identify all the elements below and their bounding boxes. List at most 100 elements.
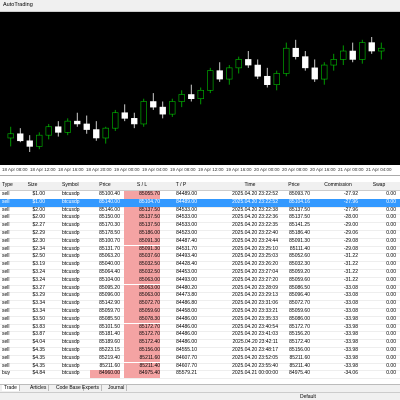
table-cell: 2025.04.20 23:55:40: [232, 362, 278, 369]
candle-body: [330, 59, 337, 66]
table-cell: sell: [2, 300, 10, 307]
candle-body: [216, 70, 223, 80]
table-cell: 85101.50: [99, 323, 120, 330]
table-row[interactable]: sell $2.00 btcusdp 85146.00 85137.50 84533.00…: [0, 206, 400, 216]
table-cell: 2025.04.20 23:25:03: [232, 253, 278, 260]
table-cell: 85142.90: [99, 300, 120, 307]
tab[interactable]: Code Base: [54, 385, 84, 391]
table-cell: 85172.70: [124, 323, 160, 332]
table-cell: $3.24: [32, 276, 45, 283]
table-cell: 85032.50: [124, 269, 160, 277]
time-label: 20 Apr 16:00: [310, 167, 336, 172]
table-cell: 84489.00: [176, 198, 197, 205]
table-cell: 85086.50: [289, 284, 310, 291]
column-header[interactable]: Size: [27, 182, 38, 188]
table-cell: 85091.30: [124, 245, 160, 254]
column-header[interactable]: Price: [99, 182, 111, 188]
table-cell: 0.00: [386, 206, 396, 213]
table-cell: 84486.00: [176, 331, 197, 338]
table-cell: sell: [2, 269, 10, 275]
table-cell: 85086.00: [289, 315, 310, 322]
table-cell: 85211.40: [289, 362, 310, 369]
autotrading-button[interactable]: AutoTrading: [3, 2, 33, 8]
table-cell: btcusdp: [62, 362, 80, 369]
table-row[interactable]: sell $3.29 btcusdp 85096.00 85063.00 84473.80…: [0, 292, 400, 302]
table-cell: 84555.10: [176, 347, 197, 353]
table-cell: 2025.04.20 23:48:17: [232, 347, 278, 353]
table-cell: 85141.25: [289, 222, 310, 229]
column-header[interactable]: Commission: [324, 182, 352, 188]
table-row[interactable]: sell $3.34 btcusdp 85059.70 85059.60 84458.00…: [0, 308, 400, 317]
table-cell: 85100.70: [99, 237, 120, 244]
column-header[interactable]: T / P: [175, 182, 187, 188]
table-cell: 0.00: [386, 276, 396, 283]
table-row[interactable]: sell $3.34 btcusdp 85142.90 85072.70 84486.80…: [0, 300, 400, 309]
table-cell: 85211.60: [99, 362, 120, 369]
candle-body: [264, 75, 271, 85]
table-row[interactable]: sell $3.50 btcusdp 85085.50 85078.30 84486.00…: [0, 315, 400, 325]
candle-body: [254, 64, 261, 77]
table-row[interactable]: sell $1.00 btcusdp 85140.00 85104.70 84489.00…: [0, 198, 400, 208]
table-cell: 84533.00: [176, 214, 197, 221]
table-row[interactable]: sell $2.34 btcusdp 85131.70 85091.30 84531.70…: [0, 245, 400, 255]
tab[interactable]: Articles: [28, 385, 50, 391]
table-cell: 85063.20: [99, 253, 120, 260]
column-header[interactable]: Price: [288, 182, 300, 188]
candle-body: [245, 59, 252, 66]
table-cell: 2025.04.20 23:35:33: [232, 315, 278, 322]
table-cell: 84486.00: [176, 315, 197, 322]
table-row[interactable]: sell $4.35 btcusdp 85219.40 85211.60 84607.70…: [0, 354, 400, 364]
table-row[interactable]: sell $3.19 btcusdp 85040.00 85032.50 84428.40…: [0, 261, 400, 270]
table-row[interactable]: sell $3.24 btcusdp 85104.00 85063.00 84493.00…: [0, 276, 400, 286]
table-row[interactable]: buy $4.84 btcusdp 84960.00 84975.40 85579.21 2…: [0, 370, 400, 380]
time-label: 20 Apr 08:00: [282, 167, 308, 172]
table-row[interactable]: sell $2.00 btcusdp 85150.00 85137.50 84533.00…: [0, 214, 400, 224]
tab[interactable]: Trade: [2, 385, 20, 391]
table-row[interactable]: sell $3.83 btcusdp 85101.50 85172.70 84486.00…: [0, 323, 400, 333]
time-label: 18 Apr 08:00: [2, 167, 28, 172]
table-row[interactable]: sell $2.50 btcusdp 85063.20 85037.60 84493.40…: [0, 253, 400, 263]
table-row[interactable]: sell $4.35 btcusdp 85211.60 85211.40 84607.70…: [0, 362, 400, 372]
table-cell: 2025.04.20 23:33:21: [232, 308, 278, 314]
candle-body: [74, 120, 81, 125]
column-header[interactable]: Type: [2, 182, 13, 188]
column-header[interactable]: Swap: [372, 182, 386, 188]
table-row[interactable]: sell $2.27 btcusdp 85170.30 85137.50 84533.00…: [0, 222, 400, 231]
candle-body: [226, 67, 233, 80]
candle-body: [188, 94, 195, 100]
table-row[interactable]: sell $3.27 btcusdp 85095.20 85063.00 84480.20…: [0, 284, 400, 294]
candle-body: [26, 140, 33, 147]
tab[interactable]: Journal: [106, 385, 128, 391]
table-cell: btcusdp: [62, 222, 80, 229]
table-cell: 85140.00: [99, 198, 120, 205]
tab[interactable]: Experts: [80, 385, 102, 391]
table-row[interactable]: sell $2.29 btcusdp 85178.50 85186.00 84523.00…: [0, 230, 400, 239]
table-cell: -33.08: [343, 284, 358, 291]
table-cell: -34.06: [343, 370, 358, 377]
table-row[interactable]: sell $3.87 btcusdp 85181.40 85172.70 84486.00…: [0, 331, 400, 341]
candle-body: [273, 73, 280, 85]
table-cell: 85172.70: [124, 331, 160, 339]
column-header[interactable]: Symbol: [62, 182, 79, 188]
table-cell: sell: [2, 237, 10, 244]
table-cell: 85211.60: [124, 354, 160, 363]
table-cell: btcusdp: [62, 237, 80, 244]
column-header[interactable]: Time: [244, 182, 256, 188]
table-cell: 0.00: [386, 245, 396, 252]
column-header[interactable]: S / L: [136, 182, 148, 188]
table-cell: 85150.00: [99, 214, 120, 221]
table-row[interactable]: sell $2.30 btcusdp 85100.70 85091.30 84487.40…: [0, 237, 400, 247]
table-cell: 84493.40: [176, 253, 197, 260]
table-cell: 85063.00: [124, 284, 160, 293]
table-row[interactable]: sell $4.04 btcusdp 85189.60 85172.40 84486.00…: [0, 339, 400, 348]
table-row[interactable]: sell $3.24 btcusdp 85064.40 85032.50 84453.00…: [0, 269, 400, 278]
table-cell: sell: [2, 347, 10, 353]
table-cell: 84486.00: [176, 339, 197, 346]
table-cell: btcusdp: [62, 284, 80, 291]
table-row[interactable]: sell $4.35 btcusdp 85223.15 85156.00 84555.10…: [0, 347, 400, 356]
time-label: 19 Apr 00:00: [114, 167, 140, 172]
table-cell: sell: [2, 292, 10, 299]
table-cell: 84486.00: [176, 323, 197, 330]
table-cell: sell: [2, 206, 10, 213]
